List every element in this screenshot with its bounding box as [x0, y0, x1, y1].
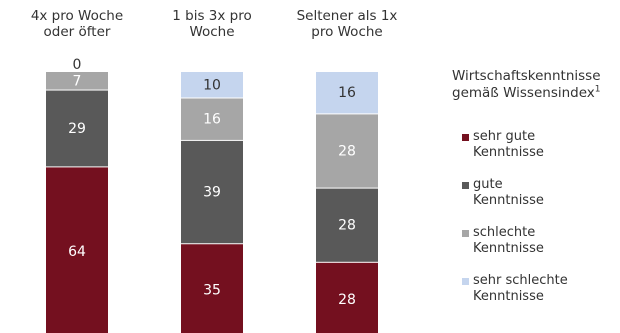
legend-swatch-1 [462, 134, 469, 141]
bar-segment-3-2 [316, 188, 378, 262]
bar-segment-2-3 [181, 98, 243, 140]
bar-segment-3-4 [316, 72, 378, 114]
data-label-2-3: 16 [203, 112, 221, 128]
legend-swatch-3 [462, 230, 469, 237]
data-label-3-2: 28 [338, 218, 356, 234]
bar-segment-3-1 [316, 262, 378, 333]
data-label-1-2: 29 [68, 121, 86, 137]
data-label-3-3: 28 [338, 144, 356, 160]
legend-label-3: schlechte Kenntnisse [473, 225, 544, 256]
bar-segment-2-1 [181, 244, 243, 333]
category-label-2: 1 bis 3x pro Woche [172, 8, 252, 40]
legend-swatch-2 [462, 182, 469, 189]
data-label-2-1: 35 [203, 283, 221, 299]
legend-label-2: gute Kenntnisse [473, 177, 544, 208]
category-label-1: 4x pro Woche oder öfter [30, 8, 124, 40]
bar-segment-1-2 [46, 90, 108, 167]
bar-segment-1-3 [46, 72, 108, 90]
data-label-1-4: 0 [73, 57, 82, 73]
bar-segment-2-2 [181, 140, 243, 244]
legend-title-text: Wirtschaftskenntnisse gemäß Wissensindex [452, 68, 601, 101]
data-label-2-2: 39 [203, 185, 221, 201]
legend-label-1: sehr gute Kenntnisse [473, 129, 544, 160]
data-label-3-4: 16 [338, 85, 356, 101]
legend-label-4: sehr schlechte Kenntnisse [473, 273, 568, 304]
data-label-2-4: 10 [203, 77, 221, 93]
bar-segment-2-4 [181, 72, 243, 98]
legend-title: Wirtschaftskenntnisse gemäß Wissensindex… [452, 68, 620, 102]
bar-segment-3-3 [316, 114, 378, 188]
legend-title-footnote: 1 [594, 84, 601, 95]
legend-swatch-4 [462, 278, 469, 285]
data-label-3-1: 28 [338, 292, 356, 308]
bar-segment-1-1 [46, 167, 108, 333]
data-label-1-3: 7 [73, 73, 82, 89]
category-label-3: Seltener als 1x pro Woche [296, 8, 398, 40]
data-label-1-1: 64 [68, 244, 86, 260]
